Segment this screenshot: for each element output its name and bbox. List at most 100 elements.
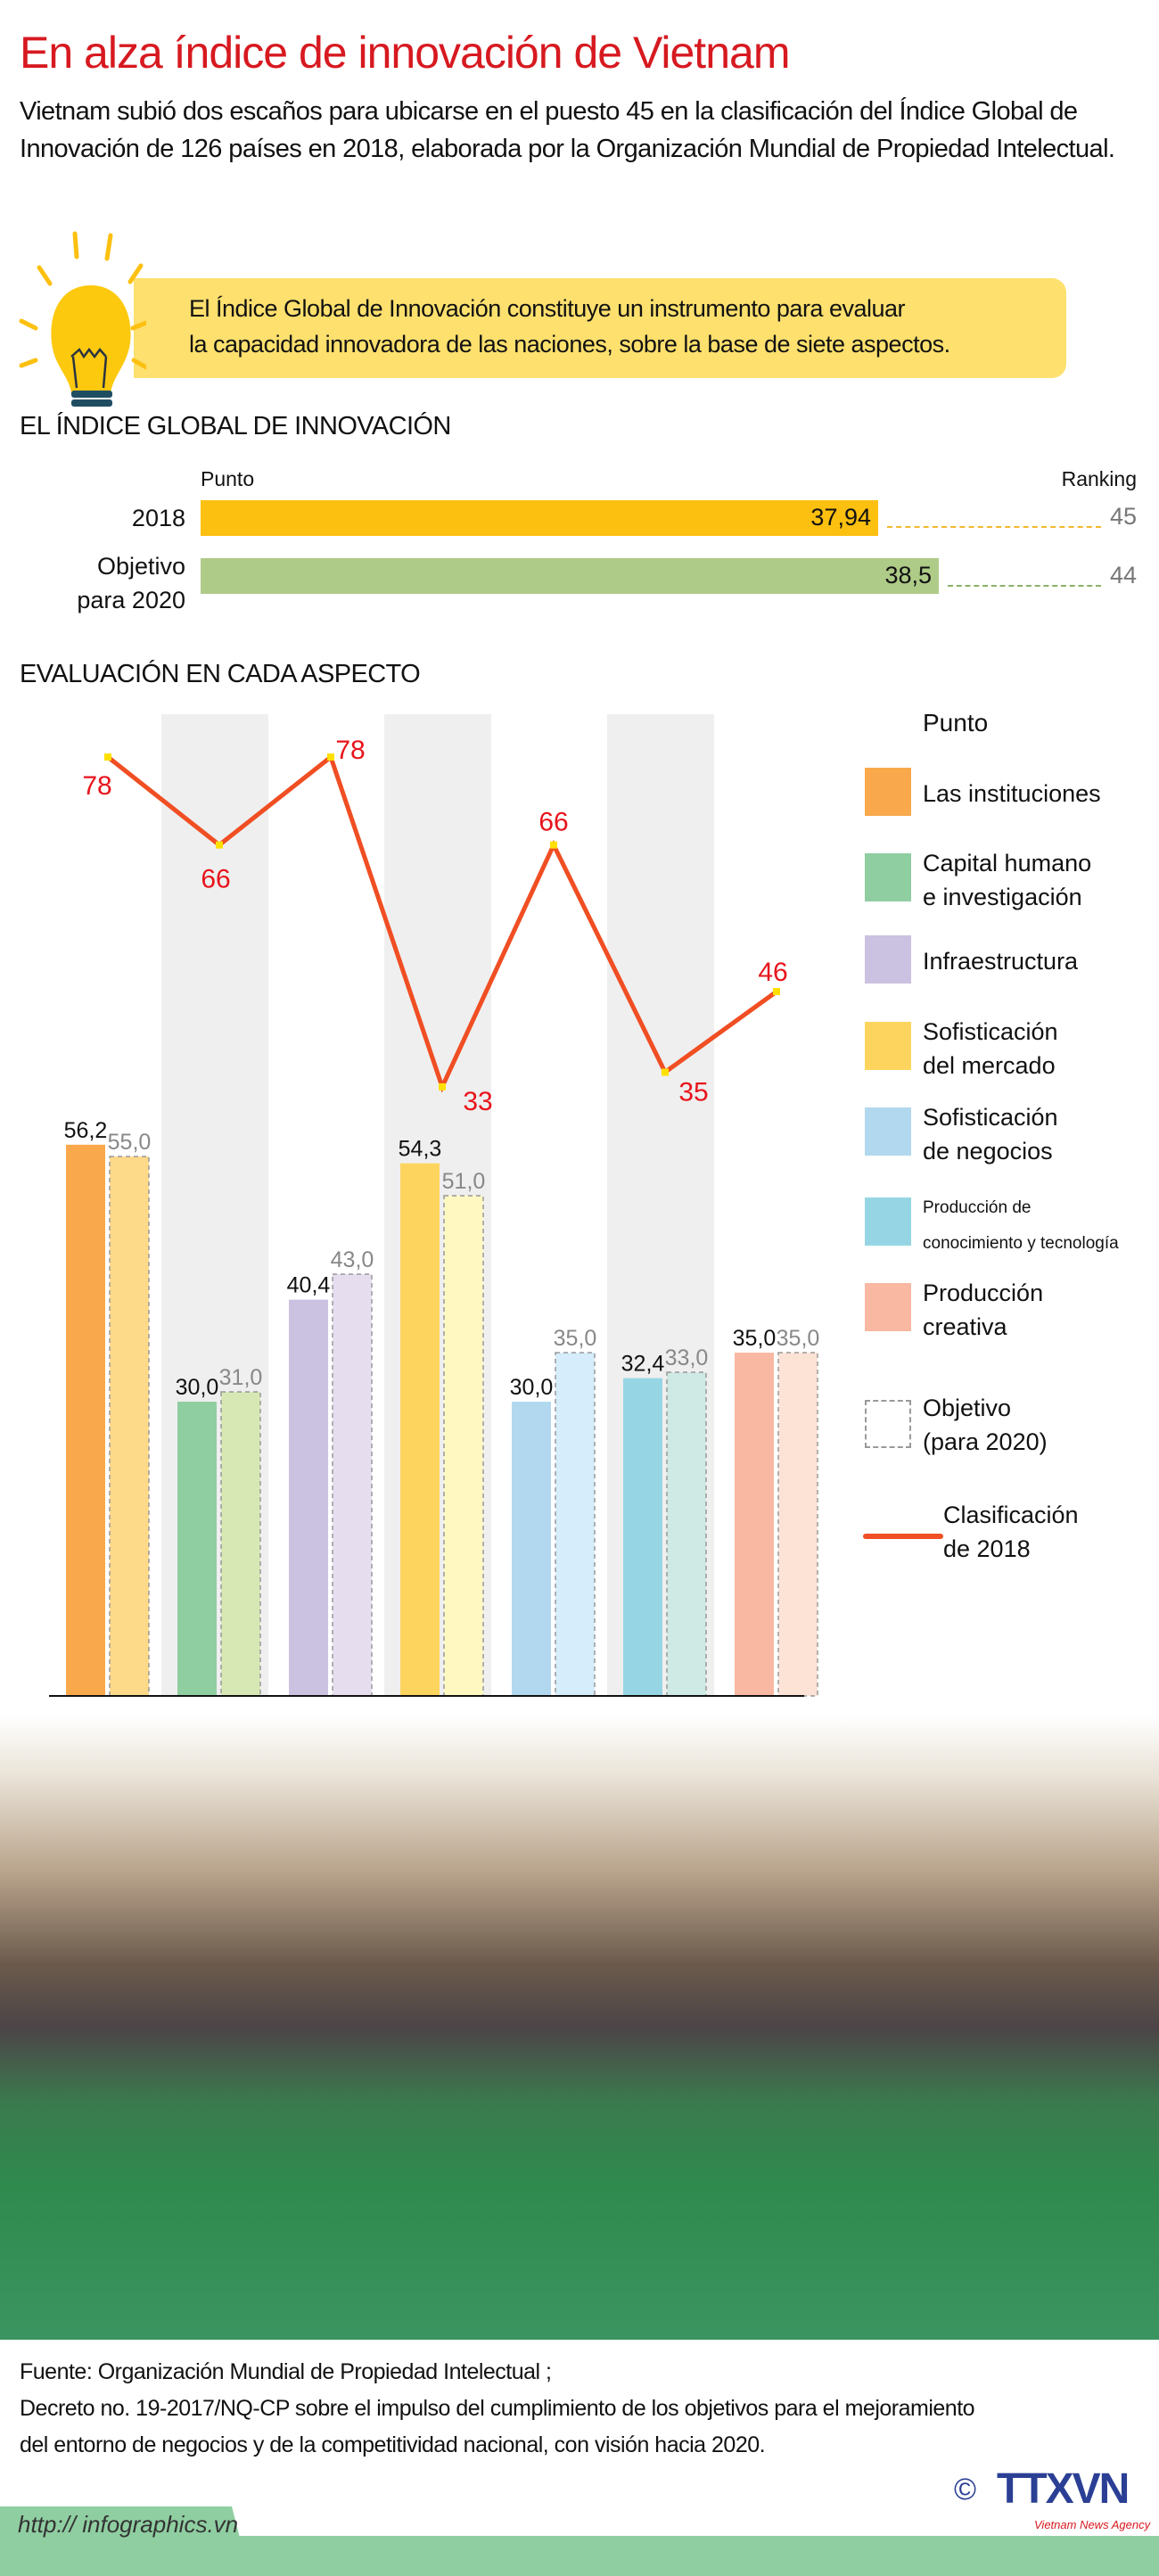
ranking-label: 66 (538, 808, 568, 837)
ranking-point (104, 753, 111, 761)
legend-swatch (865, 1022, 911, 1070)
legend-line: de 2018 (943, 1535, 1031, 1562)
bar-2018 (623, 1378, 662, 1696)
index-chart-title: EL ÍNDICE GLOBAL DE INNOVACIÓN (20, 412, 451, 440)
legend-swatch-target (865, 1400, 911, 1448)
bar-2018 (512, 1402, 551, 1696)
ranking-label: 78 (335, 736, 365, 765)
target-value-label: 51,0 (442, 1169, 486, 1194)
legend-line: Capital humano (923, 850, 1092, 876)
bar-target-2020 (220, 1391, 261, 1697)
rank-leader-line (948, 585, 1101, 587)
rank-leader-line (887, 526, 1101, 528)
legend-item-target: Objetivo (para 2020) (923, 1391, 1048, 1459)
aspect-chart: 56,2 30,0 40,4 54,3 30,0 32,4 35,0 55,0 31,0 43,0… (49, 714, 820, 1697)
legend-line: Producción (923, 1280, 1044, 1306)
intro-paragraph: Vietnam subió dos escaños para ubicarse … (20, 97, 1115, 163)
bar-value-label: 30,0 (176, 1375, 219, 1400)
copyright-icon: © (954, 2473, 977, 2506)
rank-2018: 45 (1109, 503, 1137, 530)
target-value-label: 31,0 (219, 1365, 263, 1390)
bar-target-2020 (555, 1352, 596, 1697)
target-value-label: 43,0 (331, 1247, 374, 1272)
row-label-line: Objetivo (96, 553, 185, 580)
source-line: del entorno de negocios y de la competit… (20, 2432, 766, 2457)
legend-line: creativa (923, 1313, 1007, 1340)
ranking-point (216, 841, 223, 849)
ttxvn-logo: TTXVN (997, 2465, 1130, 2513)
bar-2018 (400, 1163, 440, 1696)
ranking-label: 78 (82, 771, 111, 801)
legend-swatch (865, 1197, 911, 1246)
legend-line: Objetivo (923, 1395, 1012, 1421)
target-value-label: 35,0 (777, 1326, 820, 1351)
page-title: En alza índice de innovación de Vietnam (20, 28, 790, 78)
ranking-point (662, 1068, 669, 1076)
source-line: Fuente: Organización Mundial de Propieda… (20, 2359, 552, 2384)
photo-exhibition (0, 1716, 1159, 2340)
bar-target-2020 (777, 1352, 818, 1697)
note-line: la capacidad innovadora de las naciones,… (189, 331, 950, 358)
bar-2020: 38,5 (201, 558, 939, 594)
ranking-header: Ranking (1061, 467, 1137, 490)
target-value-label: 55,0 (108, 1130, 152, 1155)
bar-target-2020 (332, 1273, 373, 1697)
target-value-label: 35,0 (554, 1326, 597, 1351)
bar-value: 38,5 (884, 562, 932, 588)
logo-subtitle: Vietnam News Agency (1034, 2518, 1151, 2531)
note-line: El Índice Global de Innovación constituy… (189, 295, 906, 322)
ranking-label: 33 (463, 1087, 492, 1116)
row-label-line: para 2020 (77, 587, 185, 613)
legend-item: Las instituciones (923, 777, 1101, 811)
row-label-2018: 2018 (131, 505, 185, 531)
legend-line: (para 2020) (923, 1428, 1048, 1455)
legend-swatch (865, 1107, 911, 1156)
legend-line: e investigación (923, 884, 1082, 910)
lightbulb-icon (19, 231, 146, 407)
bar-2018: 37,94 (201, 500, 878, 536)
bar-target-2020 (443, 1195, 484, 1697)
bar-value-label: 54,3 (399, 1137, 442, 1162)
legend-swatch (865, 768, 911, 816)
bar-2018 (177, 1402, 217, 1696)
website-link[interactable]: http:// infographics.vn (18, 2511, 239, 2538)
ranking-label: 46 (758, 958, 787, 987)
legend-line: del mercado (923, 1052, 1056, 1079)
ranking-point (327, 753, 334, 761)
legend-item: Infraestructura (923, 944, 1078, 978)
bar-value-label: 56,2 (64, 1118, 108, 1143)
target-value-label: 33,0 (665, 1346, 709, 1370)
bar-2018 (66, 1144, 105, 1696)
legend-title: Punto (923, 709, 989, 737)
legend-line: de negocios (923, 1138, 1053, 1165)
legend-line: Producción de (923, 1198, 1032, 1217)
punto-header: Punto (201, 467, 255, 490)
legend-item: Producción creativa (923, 1276, 1043, 1344)
legend-swatch (865, 853, 911, 901)
ranking-point (550, 841, 557, 849)
legend-line-swatch (863, 1534, 943, 1539)
bar-value-label: 32,4 (621, 1352, 665, 1377)
note-text: El Índice Global de Innovación constituy… (189, 291, 950, 362)
ranking-point (439, 1082, 446, 1090)
bar-value-label: 30,0 (510, 1375, 554, 1400)
legend-line: Sofisticación (923, 1104, 1058, 1131)
legend-line: conocimiento y tecnología (923, 1234, 1119, 1253)
legend-item: Sofisticación de negocios (923, 1100, 1058, 1168)
row-label-2020: Objetivo para 2020 (77, 549, 185, 617)
legend-item: Capital humano e investigación (923, 846, 1091, 914)
ranking-label: 35 (678, 1077, 708, 1107)
legend-item: Sofisticación del mercado (923, 1015, 1058, 1082)
legend-line: Infraestructura (923, 948, 1079, 975)
legend-line: Las instituciones (923, 780, 1101, 807)
url-tab (0, 2506, 250, 2576)
bar-value-label: 35,0 (733, 1326, 777, 1351)
bar-2018 (735, 1353, 774, 1696)
bar-value-label: 40,4 (287, 1273, 331, 1298)
legend-line: Clasificación (943, 1502, 1079, 1528)
legend-swatch (865, 935, 911, 983)
bar-target-2020 (666, 1371, 707, 1697)
legend-line: Sofisticación (923, 1018, 1058, 1045)
bar-value: 37,94 (810, 504, 871, 531)
source-footer: Fuente: Organización Mundial de Propieda… (20, 2354, 975, 2464)
